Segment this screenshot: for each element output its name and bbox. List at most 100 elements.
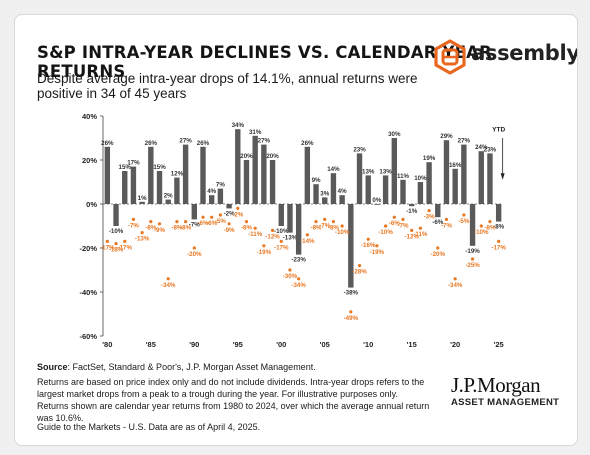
annual-return-label: -1% bbox=[406, 208, 418, 215]
intra-year-decline-dot bbox=[227, 222, 231, 226]
annual-return-bar bbox=[487, 153, 493, 204]
intra-year-decline-label: -8% bbox=[145, 225, 157, 232]
annual-return-bar bbox=[252, 135, 258, 204]
intra-year-decline-dot bbox=[444, 217, 449, 221]
x-tick-label: '20 bbox=[450, 340, 460, 349]
annual-return-bar bbox=[339, 195, 345, 204]
annual-return-bar bbox=[278, 204, 284, 226]
intra-year-decline-label: -6% bbox=[389, 220, 401, 227]
annual-return-bar bbox=[209, 195, 215, 204]
annual-return-bar bbox=[409, 204, 415, 207]
annual-return-bar bbox=[122, 171, 128, 204]
annual-return-bar bbox=[269, 160, 276, 204]
annual-return-label: 27% bbox=[179, 138, 192, 145]
annual-return-label: -8% bbox=[493, 224, 505, 231]
annual-return-label: 27% bbox=[258, 138, 271, 145]
annual-return-bar bbox=[295, 204, 302, 255]
annual-return-label: 24% bbox=[475, 144, 488, 151]
annual-return-bar bbox=[348, 204, 354, 288]
intra-year-decline-label: -8% bbox=[328, 225, 340, 232]
annual-return-bar bbox=[495, 204, 502, 222]
intra-year-decline-dot bbox=[123, 239, 127, 243]
annual-return-bar bbox=[287, 204, 293, 233]
annual-return-bar bbox=[148, 146, 154, 204]
intra-year-decline-label: -25% bbox=[465, 262, 480, 269]
intra-year-decline-dot bbox=[166, 277, 170, 281]
intra-year-decline-label: -8% bbox=[241, 225, 253, 232]
intra-year-decline-dot bbox=[236, 206, 240, 210]
annual-return-label: 12% bbox=[171, 171, 184, 178]
intra-year-decline-dot bbox=[349, 310, 353, 314]
annual-return-bar bbox=[461, 144, 467, 204]
annual-return-bar bbox=[382, 175, 389, 204]
footnotes: Returns are based on price index only an… bbox=[37, 377, 430, 423]
annual-return-bar bbox=[417, 182, 424, 204]
intra-year-decline-label: -19% bbox=[257, 249, 272, 256]
intra-year-decline-dot bbox=[323, 217, 327, 221]
annual-return-label: -2% bbox=[224, 210, 236, 217]
intra-year-decline-label: -10% bbox=[378, 229, 393, 236]
intra-year-decline-dot bbox=[462, 213, 466, 217]
jpmorgan-logo: J.P.Morgan ASSET MANAGEMENT bbox=[451, 373, 571, 408]
intra-year-decline-label: -13% bbox=[135, 236, 150, 243]
intra-year-decline-dot bbox=[375, 244, 379, 248]
y-tick-label: -40% bbox=[79, 288, 97, 297]
intra-year-decline-dot bbox=[131, 217, 136, 221]
annual-return-label: 23% bbox=[353, 146, 366, 153]
intra-year-decline-dot bbox=[401, 217, 405, 221]
intra-year-decline-dot bbox=[192, 246, 196, 250]
intra-year-decline-dot bbox=[244, 220, 249, 224]
annual-return-bar bbox=[174, 177, 180, 204]
x-tick-label: '90 bbox=[189, 340, 199, 349]
intra-year-decline-dot bbox=[418, 226, 422, 230]
annual-return-label: 20% bbox=[266, 153, 279, 160]
annual-return-label: -10% bbox=[274, 228, 289, 235]
returns-chart: 40% 20% 0% -20% -40% -60% '80 '85 '90 '95 '00 '05 '1… bbox=[79, 112, 506, 349]
intra-year-decline-label: -18% bbox=[109, 247, 124, 254]
x-tick-label: '00 bbox=[276, 340, 286, 349]
intra-year-decline-label: -49% bbox=[344, 315, 359, 322]
intra-year-decline-dot bbox=[427, 209, 431, 213]
annual-return-bar bbox=[391, 138, 397, 204]
guide-note: Guide to the Markets - U.S. Data are as … bbox=[37, 422, 261, 432]
annual-return-bar bbox=[435, 204, 441, 218]
intra-year-decline-dot bbox=[357, 264, 362, 268]
annual-return-label: 20% bbox=[240, 153, 253, 160]
intra-year-decline-label: -5% bbox=[215, 218, 227, 225]
annual-return-bar bbox=[374, 204, 380, 205]
intra-year-decline-dot bbox=[184, 220, 188, 224]
intra-year-decline-label: -6% bbox=[197, 220, 209, 227]
intra-year-decline-dot bbox=[366, 237, 370, 241]
annual-return-label: 30% bbox=[388, 131, 401, 138]
intra-year-decline-dot bbox=[270, 228, 275, 232]
annual-return-bar bbox=[330, 173, 337, 204]
intra-year-decline-dot bbox=[114, 242, 118, 246]
jpmorgan-logo-sub: ASSET MANAGEMENT bbox=[451, 397, 560, 408]
intra-year-decline-label: -9% bbox=[154, 227, 166, 234]
intra-year-decline-label: -34% bbox=[291, 282, 306, 289]
intra-year-decline-label: -8% bbox=[311, 225, 323, 232]
intra-year-decline-dot bbox=[497, 239, 501, 243]
x-tick-label: '85 bbox=[146, 340, 156, 349]
intra-year-decline-label: -2% bbox=[232, 211, 244, 218]
intra-year-decline-label: -9% bbox=[224, 227, 236, 234]
assembly-logo-icon bbox=[434, 39, 466, 75]
intra-year-decline-label: -14% bbox=[300, 238, 315, 245]
jpmorgan-logo-name: J.P.Morgan bbox=[451, 373, 541, 397]
intra-year-decline-dot bbox=[297, 277, 301, 281]
annual-return-bar bbox=[104, 146, 111, 204]
intra-year-decline-dot bbox=[157, 222, 162, 226]
intra-year-decline-dot bbox=[331, 220, 336, 224]
intra-year-decline-label: -20% bbox=[187, 251, 202, 258]
annual-return-label: -38% bbox=[344, 290, 359, 297]
intra-year-decline-label: -8% bbox=[180, 225, 192, 232]
intra-year-decline-dot bbox=[453, 277, 457, 281]
annual-return-label: 31% bbox=[249, 129, 262, 136]
annual-return-label: 29% bbox=[440, 133, 453, 140]
annual-return-bar bbox=[469, 204, 476, 246]
annual-return-label: 10% bbox=[414, 175, 427, 182]
intra-year-decline-label: -30% bbox=[283, 273, 298, 280]
intra-year-decline-label: -8% bbox=[171, 225, 183, 232]
annual-return-label: 7% bbox=[216, 182, 225, 189]
intra-year-decline-dot bbox=[392, 215, 396, 219]
